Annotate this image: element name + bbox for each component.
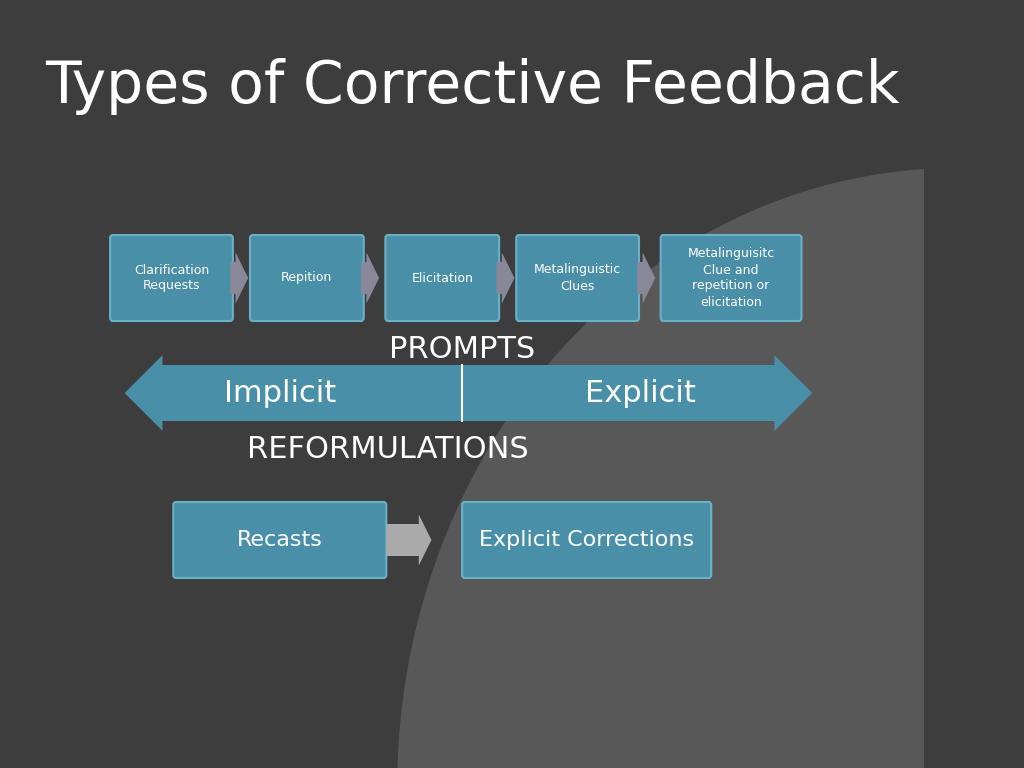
Text: Repition: Repition <box>282 272 333 284</box>
Text: Recasts: Recasts <box>237 530 323 550</box>
Polygon shape <box>397 168 992 768</box>
Polygon shape <box>361 253 379 303</box>
Text: Metalinguistic
Clues: Metalinguistic Clues <box>534 263 622 293</box>
Polygon shape <box>637 253 655 303</box>
Text: Explicit Corrections: Explicit Corrections <box>479 530 694 550</box>
Text: PROMPTS: PROMPTS <box>389 336 536 365</box>
FancyBboxPatch shape <box>660 235 802 321</box>
Polygon shape <box>386 515 431 565</box>
FancyBboxPatch shape <box>385 235 499 321</box>
Text: Types of Corrective Feedback: Types of Corrective Feedback <box>45 58 900 115</box>
Polygon shape <box>497 253 514 303</box>
Text: REFORMULATIONS: REFORMULATIONS <box>247 435 529 465</box>
FancyBboxPatch shape <box>173 502 386 578</box>
FancyBboxPatch shape <box>462 502 712 578</box>
Text: Implicit: Implicit <box>223 379 336 408</box>
Text: Metalinguisitc
Clue and
repetition or
elicitation: Metalinguisitc Clue and repetition or el… <box>687 247 775 309</box>
Text: Clarification
Requests: Clarification Requests <box>134 263 209 293</box>
FancyBboxPatch shape <box>250 235 364 321</box>
Text: Elicitation: Elicitation <box>412 272 473 284</box>
Text: Explicit: Explicit <box>586 379 696 408</box>
Polygon shape <box>230 253 248 303</box>
Polygon shape <box>125 355 812 431</box>
FancyBboxPatch shape <box>111 235 232 321</box>
FancyBboxPatch shape <box>516 235 639 321</box>
